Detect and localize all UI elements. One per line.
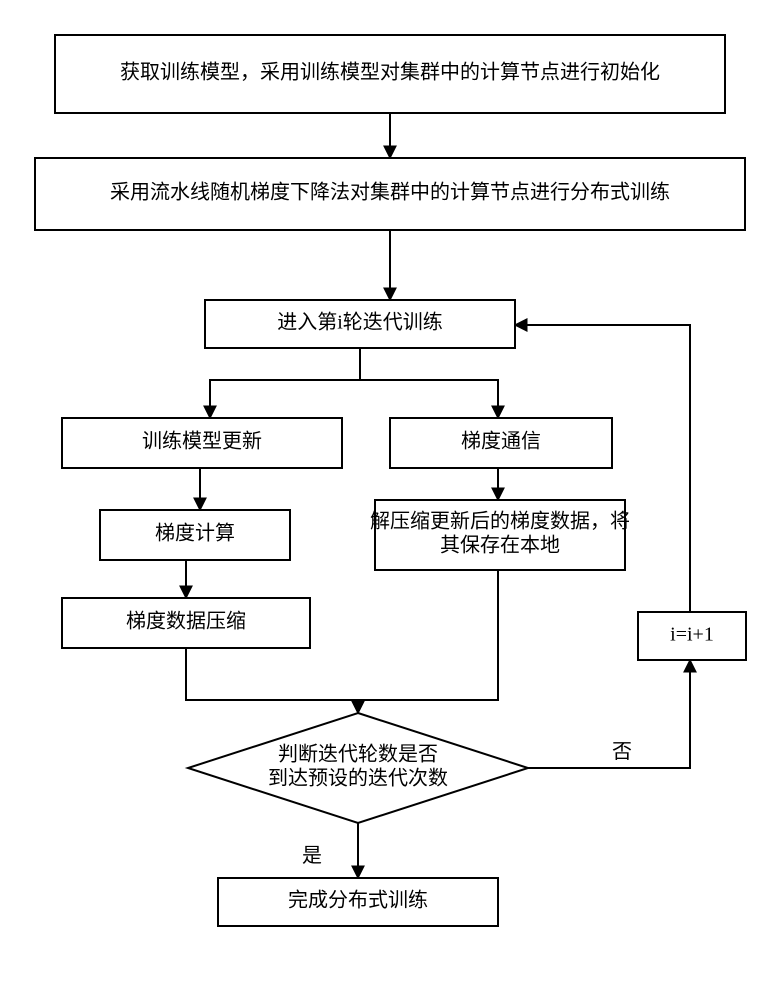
node-n1-line0: 获取训练模型，采用训练模型对集群中的计算节点进行初始化 bbox=[120, 61, 660, 84]
node-dec-line1: 到达预设的迭代次数 bbox=[268, 767, 448, 790]
node-n3-line0: 进入第i轮迭代训练 bbox=[277, 311, 443, 334]
node-n6l-line0: 梯度数据压缩 bbox=[126, 610, 246, 633]
node-n5l: 梯度计算 bbox=[100, 510, 290, 560]
node-n4l: 训练模型更新 bbox=[62, 418, 342, 468]
flowchart: 否是 获取训练模型，采用训练模型对集群中的计算节点进行初始化采用流水线随机梯度下… bbox=[0, 0, 778, 1000]
edge-e6r bbox=[358, 570, 498, 713]
node-dec: 判断迭代轮数是否到达预设的迭代次数 bbox=[188, 713, 528, 823]
edge-label-e7no: 否 bbox=[612, 741, 632, 763]
node-dec-line0: 判断迭代轮数是否 bbox=[278, 743, 438, 766]
node-n4r-line0: 梯度通信 bbox=[461, 430, 541, 453]
node-n2-line0: 采用流水线随机梯度下降法对集群中的计算节点进行分布式训练 bbox=[110, 181, 670, 204]
node-n5r-line0: 解压缩更新后的梯度数据，将 bbox=[370, 510, 630, 533]
edge-e3r bbox=[360, 348, 498, 418]
node-inc: i=i+1 bbox=[638, 612, 746, 660]
node-end-line0: 完成分布式训练 bbox=[288, 889, 428, 912]
node-n5l-line0: 梯度计算 bbox=[155, 522, 235, 545]
node-n2: 采用流水线随机梯度下降法对集群中的计算节点进行分布式训练 bbox=[35, 158, 745, 230]
edge-e3l bbox=[210, 348, 360, 418]
node-inc-line0: i=i+1 bbox=[670, 624, 714, 646]
node-n5r: 解压缩更新后的梯度数据，将其保存在本地 bbox=[370, 500, 630, 570]
node-n6l: 梯度数据压缩 bbox=[62, 598, 310, 648]
node-n1: 获取训练模型，采用训练模型对集群中的计算节点进行初始化 bbox=[55, 35, 725, 113]
node-n3: 进入第i轮迭代训练 bbox=[205, 300, 515, 348]
node-n4l-line0: 训练模型更新 bbox=[142, 430, 262, 453]
node-n5r-line1: 其保存在本地 bbox=[440, 534, 560, 557]
node-n4r: 梯度通信 bbox=[390, 418, 612, 468]
node-end: 完成分布式训练 bbox=[218, 878, 498, 926]
edge-label-e9yes: 是 bbox=[302, 845, 322, 867]
edge-e6l bbox=[186, 648, 358, 713]
edge-e7no bbox=[528, 660, 690, 768]
